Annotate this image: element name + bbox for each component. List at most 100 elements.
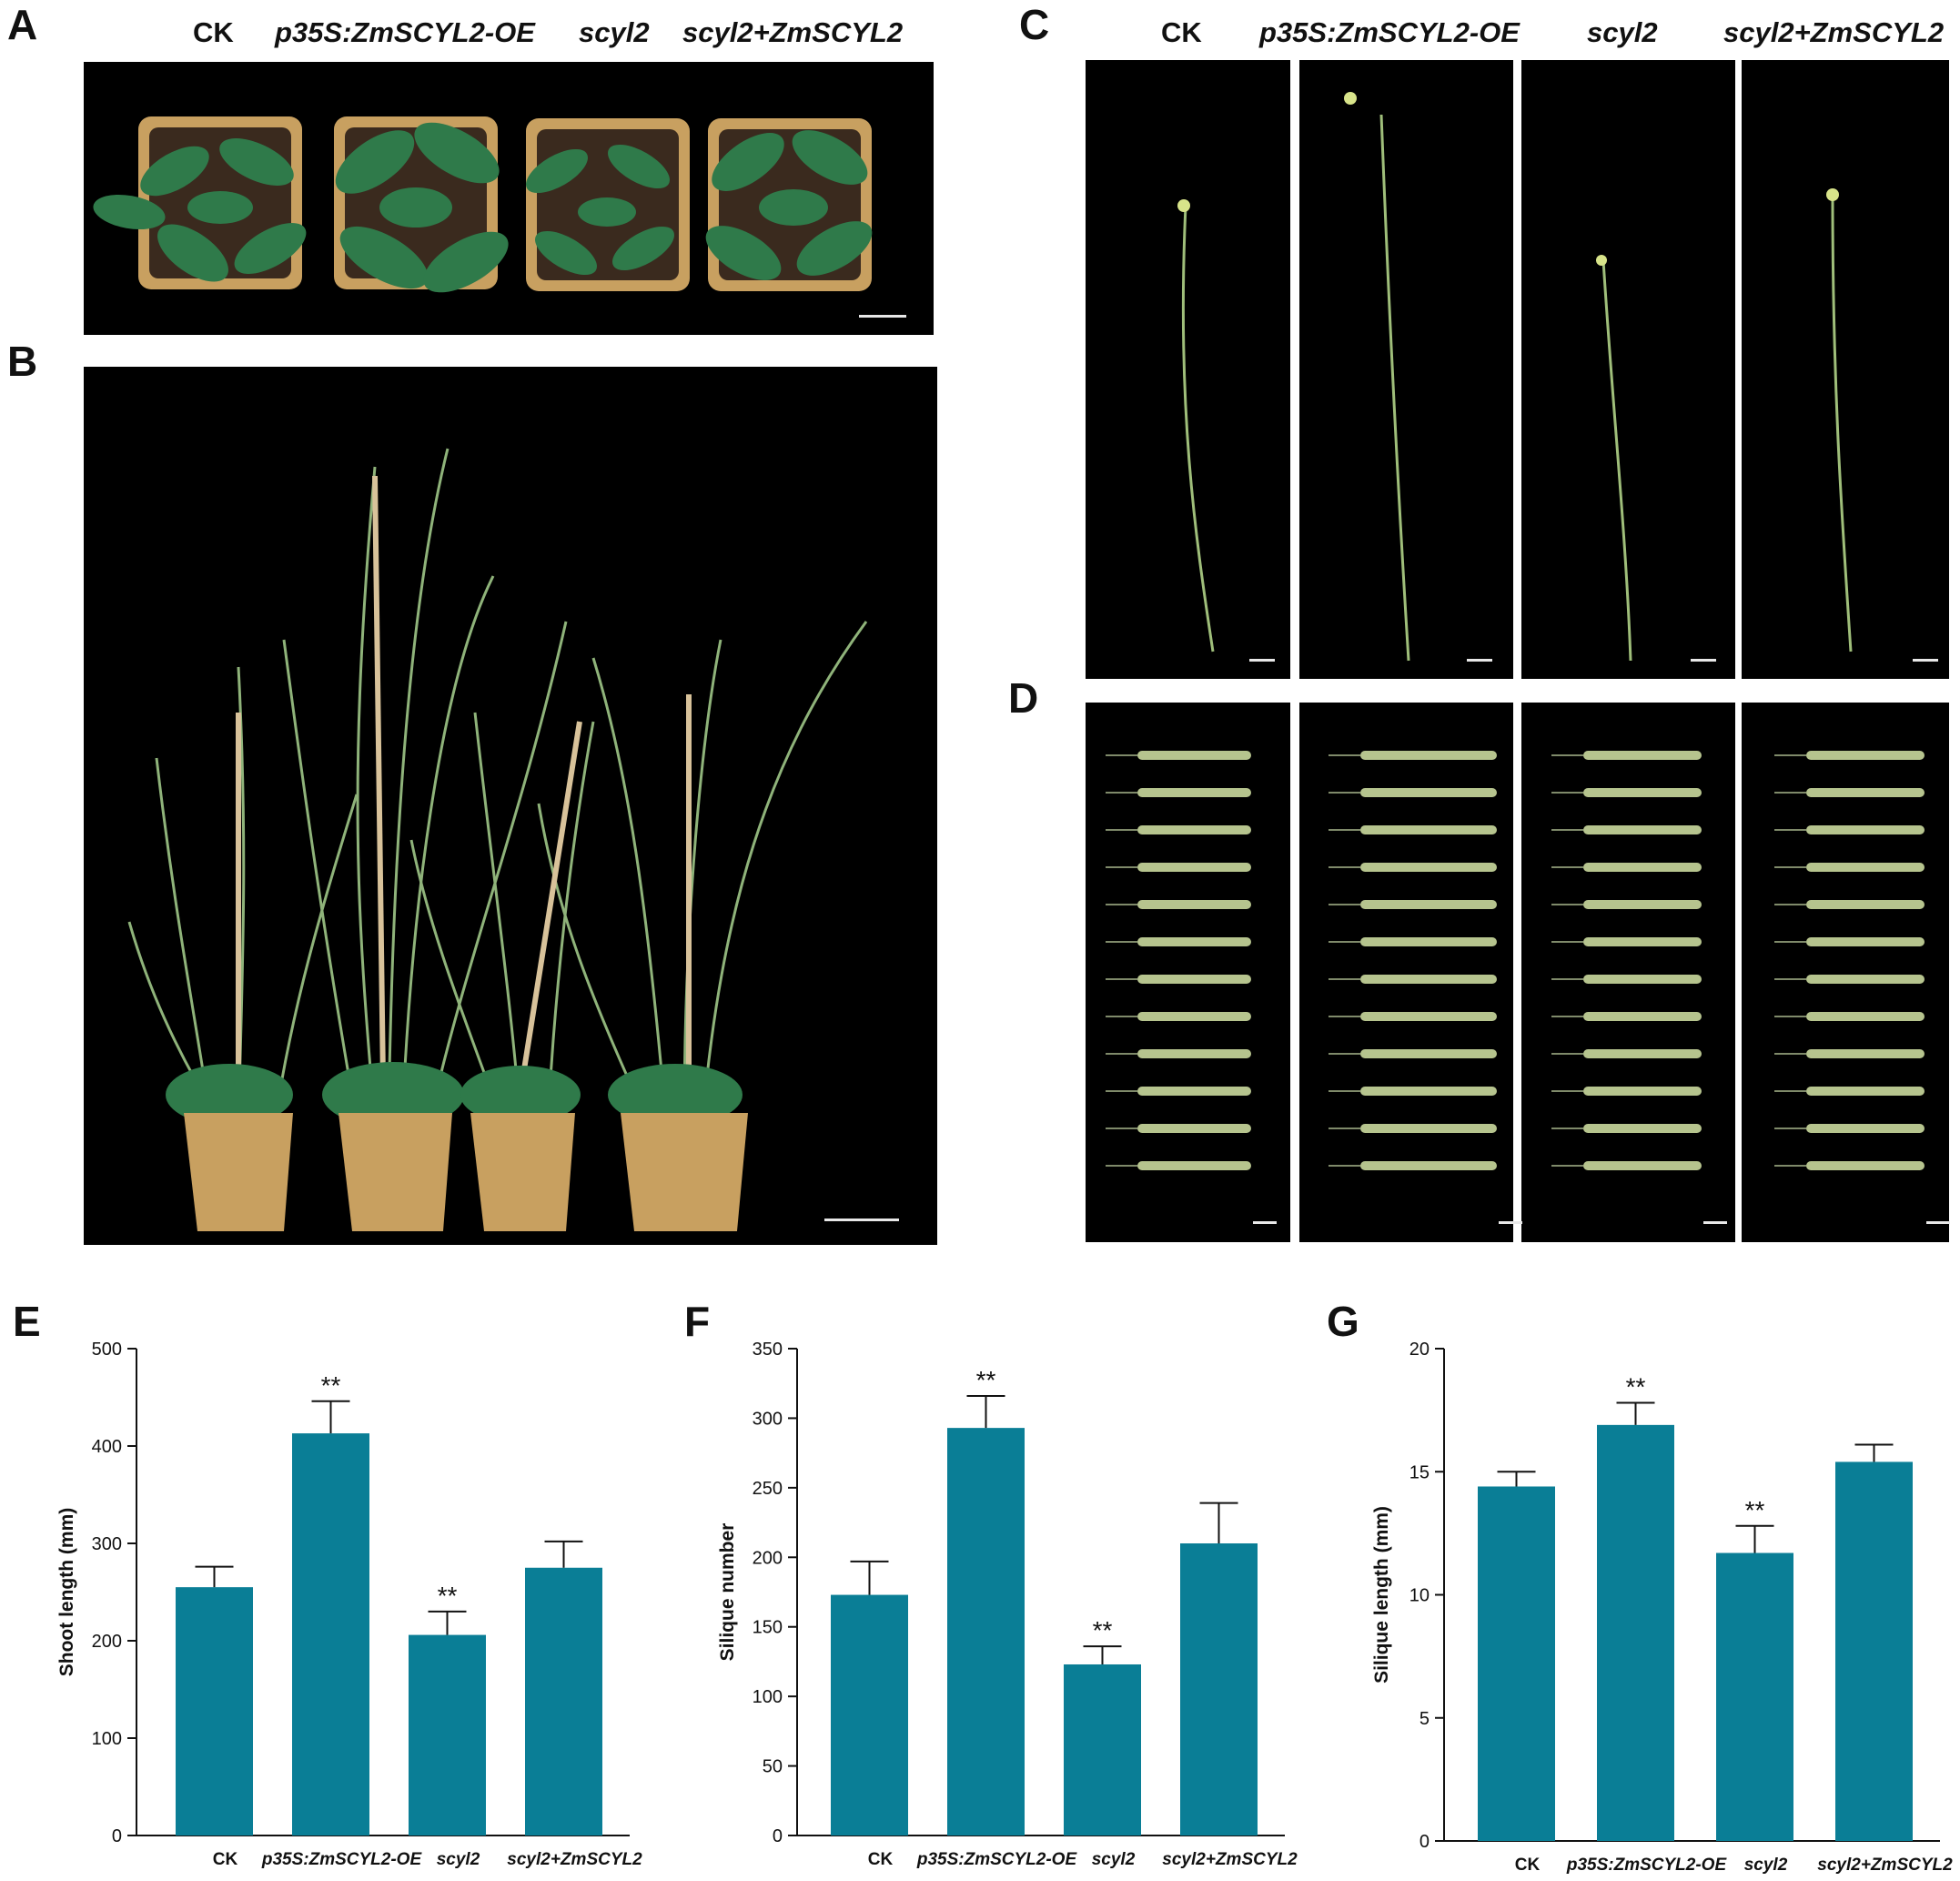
panel-a-label-ck: CK <box>193 16 234 48</box>
silique <box>1551 975 1702 984</box>
y-tick-label: 0 <box>1419 1832 1430 1852</box>
chart-e: 0 100 200 300 400 500 Shoot length (mm) CK ** p35… <box>56 1340 642 1869</box>
x-tick-label: scyl2 <box>1744 1856 1788 1875</box>
silique <box>1106 751 1251 760</box>
silique <box>1551 1161 1702 1170</box>
y-axis-label: Silique number <box>717 1523 738 1662</box>
bar <box>831 1594 908 1835</box>
x-tick-label: scyl2 <box>1092 1850 1136 1869</box>
y-tick-label: 200 <box>753 1548 783 1568</box>
bar <box>409 1634 486 1835</box>
bar <box>292 1433 369 1835</box>
silique <box>1774 1049 1925 1058</box>
panel-a-label-mut: scyl2 <box>579 16 650 48</box>
panel-a-label-comp: scyl2+ZmSCYL2 <box>682 16 904 48</box>
x-tick-label: scyl2+ZmSCYL2 <box>1817 1856 1953 1875</box>
silique <box>1329 900 1497 909</box>
silique <box>1106 788 1251 797</box>
photo-panel-c-mut <box>1521 60 1735 679</box>
pots <box>184 1113 748 1231</box>
y-tick-label: 0 <box>112 1826 122 1846</box>
inflorescence-comp <box>1826 188 1853 652</box>
silique <box>1329 975 1497 984</box>
silique <box>1106 937 1251 946</box>
scale-bar-d <box>1703 1221 1727 1224</box>
rosette-leaves <box>93 122 873 293</box>
silique <box>1329 937 1497 946</box>
panel-letter-b: B <box>7 338 38 385</box>
silique <box>1774 900 1925 909</box>
y-tick-label: 150 <box>753 1618 783 1638</box>
photo-panel-c-ck <box>1086 60 1290 679</box>
silique <box>1329 751 1497 760</box>
panel-letter-e: E <box>13 1298 41 1345</box>
silique <box>1106 863 1251 872</box>
silique <box>1774 1124 1925 1133</box>
silique <box>1551 1087 1702 1096</box>
bar <box>176 1587 253 1835</box>
y-tick-label: 20 <box>1409 1340 1430 1360</box>
silique <box>1106 975 1251 984</box>
silique <box>1551 1124 1702 1133</box>
inflorescence-mut <box>1596 255 1632 662</box>
significance-marker: ** <box>1093 1616 1113 1644</box>
bar <box>1597 1424 1674 1841</box>
silique <box>1329 1012 1497 1021</box>
photo-panel-c-comp <box>1742 60 1949 679</box>
panel-c-label-comp: scyl2+ZmSCYL2 <box>1723 16 1945 48</box>
silique <box>1551 937 1702 946</box>
scale-bar-d <box>1926 1221 1950 1224</box>
bar <box>1478 1486 1555 1841</box>
y-tick-label: 350 <box>753 1340 783 1360</box>
x-tick-label: p35S:ZmSCYL2-OE <box>916 1850 1078 1869</box>
panel-letter-f: F <box>684 1298 711 1345</box>
photo-panel-c-oe <box>1299 60 1513 679</box>
silique <box>1774 1012 1925 1021</box>
scale-bar-c-comp <box>1913 659 1938 662</box>
silique <box>1551 788 1702 797</box>
significance-marker: ** <box>1626 1373 1646 1401</box>
x-tick-label: CK <box>213 1850 238 1869</box>
chart-g: 0 5 10 15 20 Silique length (mm) CK ** p35S:ZmSC… <box>1371 1340 1953 1875</box>
silique <box>1106 1124 1251 1133</box>
significance-marker: ** <box>976 1366 996 1394</box>
photo-panel-a-rosettes <box>84 62 934 335</box>
y-tick-label: 200 <box>92 1632 122 1652</box>
silique <box>1774 788 1925 797</box>
panel-c-label-mut: scyl2 <box>1587 16 1658 48</box>
silique <box>1329 1049 1497 1058</box>
inflorescence-oe <box>1344 92 1410 662</box>
y-tick-label: 300 <box>92 1534 122 1554</box>
silique <box>1551 1049 1702 1058</box>
silique <box>1106 900 1251 909</box>
silique <box>1774 1161 1925 1170</box>
panel-letter-a: A <box>7 1 38 48</box>
x-tick-label: p35S:ZmSCYL2-OE <box>1566 1856 1728 1875</box>
silique <box>1106 1012 1251 1021</box>
y-axis-label: Shoot length (mm) <box>56 1508 77 1676</box>
panel-c-label-oe: p35S:ZmSCYL2-OE <box>1259 16 1520 48</box>
silique <box>1329 825 1497 834</box>
scale-bar-c-mut <box>1691 659 1716 662</box>
x-tick-label: scyl2+ZmSCYL2 <box>1162 1850 1298 1869</box>
x-tick-label: scyl2 <box>437 1850 480 1869</box>
panel-letter-g: G <box>1327 1298 1359 1345</box>
silique <box>1329 1124 1497 1133</box>
chart-f: 0 50 100 150 200 250 300 350 Silique number CK ** p… <box>717 1340 1298 1869</box>
scale-bar-a <box>859 315 906 318</box>
x-tick-label: CK <box>868 1850 894 1869</box>
bar <box>947 1428 1025 1835</box>
silique <box>1551 1012 1702 1021</box>
silique <box>1774 1087 1925 1096</box>
y-tick-label: 250 <box>753 1479 783 1499</box>
panel-letter-c: C <box>1019 1 1050 48</box>
significance-marker: ** <box>321 1371 341 1400</box>
silique <box>1774 863 1925 872</box>
silique <box>1106 1049 1251 1058</box>
y-tick-label: 300 <box>753 1409 783 1429</box>
silique <box>1329 788 1497 797</box>
panel-c-label-ck: CK <box>1161 16 1202 48</box>
silique <box>1106 1087 1251 1096</box>
